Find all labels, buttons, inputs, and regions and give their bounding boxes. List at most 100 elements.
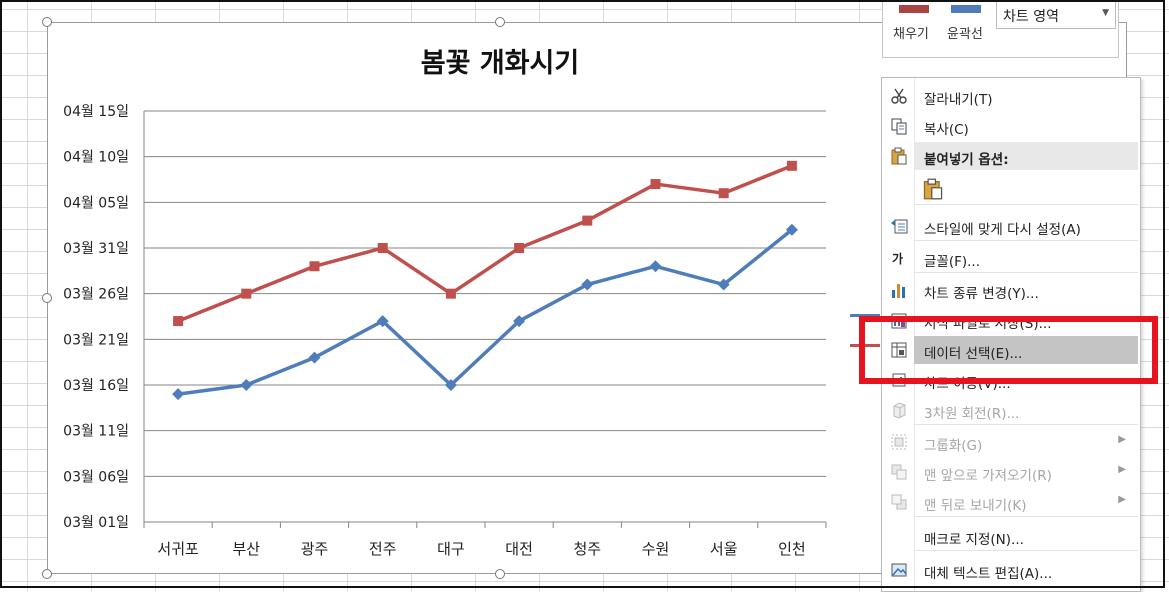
series-1-point bbox=[785, 223, 798, 236]
menu-header-background bbox=[914, 142, 1138, 170]
series-1-point bbox=[649, 260, 662, 273]
menu-item-send-to-back[interactable]: 맨 뒤로 보내기(K) ▶ bbox=[882, 487, 1140, 517]
copy-icon bbox=[891, 118, 907, 135]
menu-item-highlight bbox=[914, 336, 1138, 364]
series-2-point bbox=[377, 243, 388, 253]
chevron-down-icon: ▼ bbox=[1102, 8, 1109, 18]
menu-item-reset-style[interactable]: 스타일에 맞게 다시 설정(A) bbox=[882, 211, 1140, 241]
series-1-point bbox=[444, 379, 457, 391]
cube-icon bbox=[893, 402, 906, 419]
series-2-point bbox=[445, 288, 456, 299]
chart-element-select[interactable]: 차트 영역 ▼ bbox=[996, 1, 1116, 29]
clipboard-icon bbox=[891, 147, 907, 165]
menu-item-assign-macro[interactable]: 매크로 지정(N)... bbox=[882, 521, 1140, 551]
menu-item-3d-rotation[interactable]: 3차원 회전(R)... bbox=[882, 395, 1140, 425]
menu-header-paste-options: 붙여넣기 옵션: bbox=[882, 141, 1140, 171]
menu-item-move-chart[interactable]: 차트 이동(V)... bbox=[882, 365, 1140, 395]
y-tick-label: 04월 15일 bbox=[63, 104, 129, 120]
menu-gutter bbox=[914, 78, 915, 591]
x-category-label: 서귀포 bbox=[157, 540, 199, 558]
menu-item-select-data[interactable]: 데이터 선택(E)... bbox=[882, 335, 1140, 365]
y-tick-label: 04월 05일 bbox=[63, 195, 129, 211]
menu-item-copy[interactable]: 복사(C) bbox=[882, 111, 1140, 141]
bring-front-icon bbox=[891, 464, 907, 480]
series-1-point bbox=[717, 278, 730, 291]
y-tick-label: 03월 06일 bbox=[63, 469, 129, 485]
menu-item-alt-text[interactable]: 대체 텍스트 편집(A)... bbox=[882, 555, 1140, 585]
series-1-line bbox=[177, 228, 793, 396]
x-category-label: 인천 bbox=[778, 540, 806, 558]
menu-item-cut[interactable]: 잘라내기(T) bbox=[882, 81, 1140, 111]
y-tick-label: 03월 01일 bbox=[63, 515, 129, 531]
menu-item-3d-rotation-label: 3차원 회전(R)... bbox=[924, 406, 1020, 422]
menu-item-cut-label: 잘라내기(T) bbox=[924, 92, 993, 108]
scissors-icon bbox=[891, 88, 907, 104]
y-tick-label: 03월 26일 bbox=[63, 287, 129, 303]
x-category-label: 전주 bbox=[369, 540, 397, 558]
menu-item-font[interactable]: 가 글꼴(F)... bbox=[882, 243, 1140, 273]
menu-separator bbox=[914, 204, 1138, 205]
series-2-point bbox=[718, 188, 729, 199]
select-data-icon bbox=[891, 342, 907, 358]
resize-handle-left[interactable] bbox=[42, 293, 52, 303]
legend-series-1-stub bbox=[850, 314, 880, 317]
menu-separator bbox=[914, 240, 1138, 241]
send-back-icon bbox=[891, 494, 907, 510]
x-category-label: 수원 bbox=[642, 540, 670, 558]
resize-handle-top[interactable] bbox=[495, 17, 505, 27]
menu-item-save-template-label: 서식 파일로 저장(S)... bbox=[924, 316, 1052, 332]
menu-item-bring-to-front[interactable]: 맨 앞으로 가져오기(R) ▶ bbox=[882, 457, 1140, 487]
fill-color-icon[interactable] bbox=[899, 5, 929, 13]
menu-separator bbox=[914, 516, 1138, 517]
y-tick-label: 03월 21일 bbox=[63, 332, 129, 348]
x-category-label: 서울 bbox=[710, 540, 738, 558]
menu-item-save-template[interactable]: 서식 파일로 저장(S)... bbox=[882, 305, 1140, 335]
menu-item-change-chart-type[interactable]: 차트 종류 변경(Y)... bbox=[882, 275, 1140, 305]
series-2-point bbox=[786, 160, 797, 171]
resize-handle-top-left[interactable] bbox=[42, 17, 52, 27]
series-2-line bbox=[177, 164, 793, 323]
resize-handle-bottom-left[interactable] bbox=[42, 569, 52, 579]
submenu-arrow-icon: ▶ bbox=[1118, 494, 1126, 505]
y-tick-label: 03월 31일 bbox=[63, 241, 129, 257]
save-template-icon bbox=[891, 313, 907, 329]
outline-button[interactable]: 윤곽선 bbox=[947, 27, 983, 42]
series-1-point bbox=[513, 315, 526, 328]
menu-separator bbox=[914, 424, 1138, 425]
resize-handle-bottom[interactable] bbox=[495, 569, 505, 579]
x-category-label: 대전 bbox=[505, 540, 533, 558]
submenu-arrow-icon: ▶ bbox=[1118, 464, 1126, 475]
menu-header-paste-options-label: 붙여넣기 옵션: bbox=[924, 152, 1009, 168]
series-1-point bbox=[581, 278, 594, 291]
x-category-label: 청주 bbox=[573, 540, 601, 558]
chart-title[interactable]: 봄꽃 개화시기 bbox=[421, 48, 579, 79]
chart-element-select-value: 차트 영역 bbox=[1003, 9, 1059, 25]
menu-item-change-chart-type-label: 차트 종류 변경(Y)... bbox=[924, 286, 1039, 302]
paste-icon[interactable] bbox=[922, 178, 944, 200]
outline-color-icon[interactable] bbox=[951, 5, 981, 13]
y-tick-label: 04월 10일 bbox=[63, 150, 129, 166]
series-2-point bbox=[582, 215, 593, 226]
series-2-point bbox=[173, 316, 184, 327]
menu-item-assign-macro-label: 매크로 지정(N)... bbox=[924, 532, 1024, 548]
series-2-point bbox=[650, 179, 661, 190]
menu-item-reset-style-label: 스타일에 맞게 다시 설정(A) bbox=[924, 222, 1081, 238]
fill-button[interactable]: 채우기 bbox=[893, 27, 929, 42]
series-2-point bbox=[241, 288, 252, 299]
move-chart-icon bbox=[892, 373, 906, 387]
series-1-point bbox=[376, 315, 389, 328]
reset-style-icon bbox=[891, 219, 908, 234]
menu-item-group[interactable]: 그룹화(G) ▶ bbox=[882, 427, 1140, 457]
bar-chart-icon bbox=[892, 284, 905, 298]
x-category-label: 부산 bbox=[232, 540, 260, 558]
series-1-point bbox=[240, 379, 253, 391]
menu-item-alt-text-label: 대체 텍스트 편집(A)... bbox=[924, 566, 1053, 582]
x-category-label: 광주 bbox=[301, 540, 329, 558]
legend-series-2-stub bbox=[850, 344, 880, 347]
menu-separator bbox=[914, 272, 1138, 273]
menu-item-group-label: 그룹화(G) bbox=[924, 438, 983, 454]
menu-item-paste-keep[interactable] bbox=[882, 173, 1140, 205]
mini-toolbar: 채우기 윤곽선 차트 영역 ▼ bbox=[882, 0, 1119, 58]
x-category-label: 대구 bbox=[437, 540, 465, 558]
